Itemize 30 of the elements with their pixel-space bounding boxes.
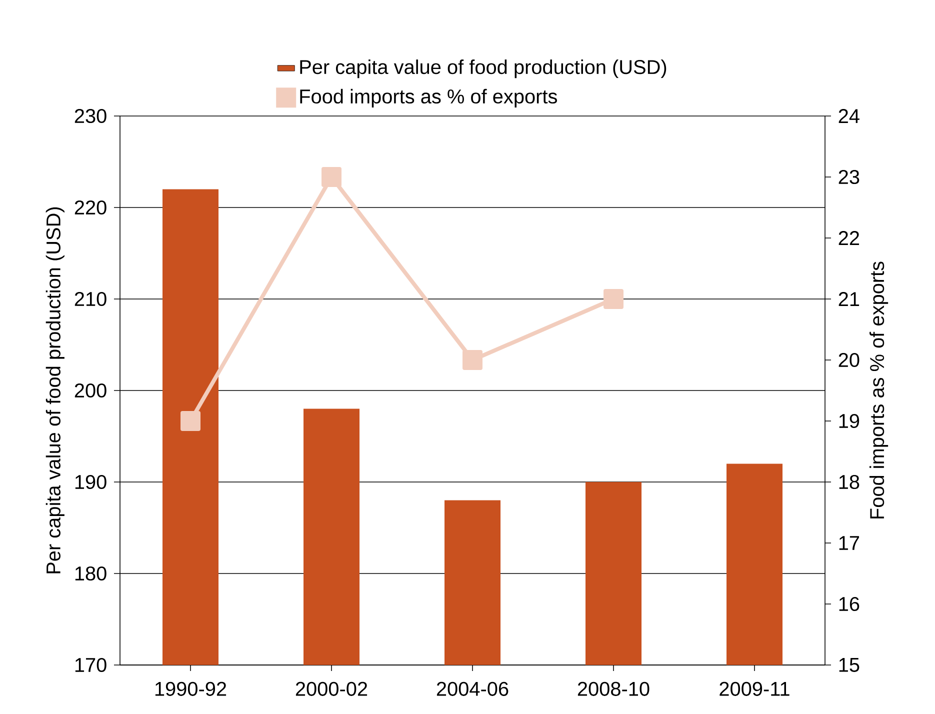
y-tick-label: 230 (74, 108, 106, 124)
y-tick-label: 210 (74, 292, 106, 306)
y2-tick-label: 24 (838, 109, 860, 123)
y-tick-label: 180 (75, 566, 106, 581)
x-tick-label: 2000-02 (296, 682, 368, 696)
y2-tick-label: 17 (839, 536, 860, 550)
x-tick-label: 2004-06 (436, 682, 508, 696)
y2-tick-label: 15 (839, 658, 860, 672)
y2-tick-label: 19 (839, 414, 860, 428)
x-tick-label: 2009-11 (720, 682, 790, 696)
y2-tick-label: 23 (838, 170, 860, 184)
y2-tick-label: 22 (838, 231, 860, 245)
y-tick-label: 190 (75, 474, 106, 490)
y2-tick-label: 18 (839, 474, 860, 490)
y2-tick-label: 16 (839, 596, 860, 612)
y2-tick-label: 20 (838, 352, 860, 368)
y-tick-label: 200 (74, 383, 106, 398)
y2-axis-title: Food imports as % of exports (869, 262, 888, 518)
y-tick-label: 170 (75, 658, 106, 672)
point (180, 411, 201, 431)
x-tick-label: 2008-10 (578, 682, 650, 696)
point (604, 289, 624, 310)
legend-label: Food imports as % of exports (300, 88, 557, 108)
point (462, 350, 483, 370)
y2-tick-label: 21 (838, 292, 860, 306)
legend-label: Per capita value of food production (USD) (300, 59, 666, 78)
y-axis-title: Per capita value of food production (USD) (46, 207, 64, 574)
y-tick-label: 220 (74, 200, 106, 215)
x-tick-label: 1990-92 (155, 682, 226, 696)
point (322, 167, 342, 188)
